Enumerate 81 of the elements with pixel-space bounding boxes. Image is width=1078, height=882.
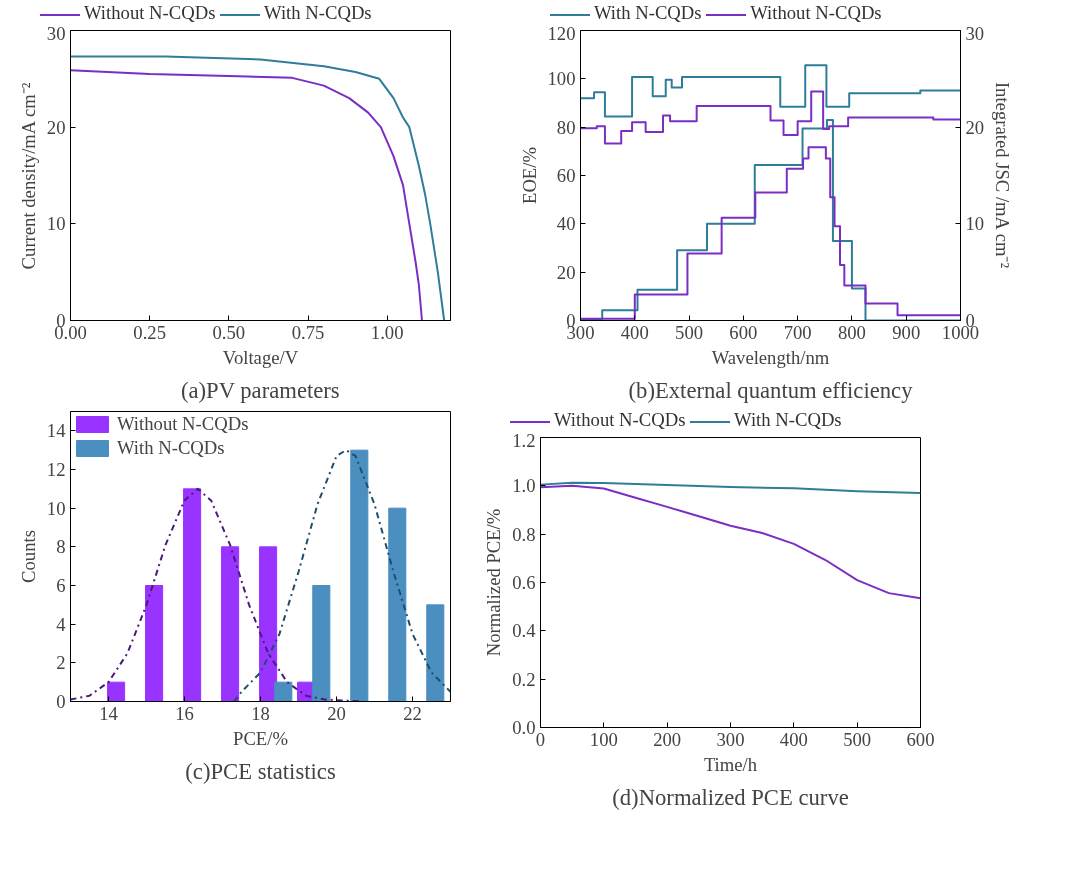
legend-label: Without N-CQDs (554, 409, 686, 430)
x-tick-label: 900 (892, 321, 921, 343)
y-axis-title: Normalized PCE/% (483, 508, 505, 657)
x-tick-label: 400 (779, 728, 808, 750)
x-tick-label: 800 (837, 321, 866, 343)
legend-label: Without N-CQDs (750, 2, 882, 23)
y-axis-title: Counts (17, 530, 39, 583)
x-tick-label: 300 (716, 728, 745, 750)
x-tick-label: 100 (589, 728, 618, 750)
bar (259, 546, 278, 702)
legend-label: Without N-CQDs (84, 2, 216, 23)
legend-label: With N-CQDs (264, 2, 372, 23)
y-tick-label: 100 (547, 68, 576, 90)
y-tick-label: 1.2 (512, 429, 536, 451)
y-tick-label: 30 (46, 22, 66, 44)
text: (c)PCE statistics (185, 758, 336, 784)
x-tick-label: 20 (327, 702, 346, 724)
x-tick-label: 22 (403, 702, 422, 724)
bar (221, 546, 240, 702)
line-series (540, 484, 921, 600)
y-tick-label: 6 (56, 575, 66, 596)
bar (426, 604, 445, 702)
bar (183, 488, 202, 702)
bar (388, 507, 407, 702)
line-series (540, 481, 921, 495)
x-tick-label: 0.50 (212, 321, 246, 343)
y-tick-label: 80 (556, 116, 576, 138)
x-tick-label: 16 (175, 702, 194, 724)
legend-label: With N-CQDs (117, 437, 225, 459)
y-tick-label: 1.0 (512, 475, 536, 497)
y2-tick-label: 20 (965, 116, 985, 138)
line-series (232, 449, 451, 702)
y-tick-label: 20 (46, 116, 66, 138)
y-tick-label: 14 (46, 420, 67, 442)
text: (d)Normalized PCE curve (612, 784, 849, 810)
x-tick-label: 700 (783, 321, 812, 343)
y-tick-label: 0.0 (512, 717, 536, 738)
y-tick-label: 40 (556, 213, 576, 235)
bar (312, 585, 331, 702)
y-tick-label: 8 (56, 536, 66, 558)
y-tick-label: 2 (56, 652, 66, 674)
bar (107, 681, 126, 702)
y2-tick-label: 10 (965, 213, 985, 235)
x-tick-label: 200 (653, 728, 682, 750)
y-tick-label: 10 (46, 497, 66, 519)
text: (b)External quantum efficiency (628, 377, 914, 403)
legend-label: Without N-CQDs (117, 413, 249, 435)
x-axis-title: Wavelength/nm (711, 346, 830, 368)
y-tick-label: 60 (556, 165, 576, 186)
y2-tick-label: 30 (965, 22, 985, 44)
y-tick-label: 0.4 (512, 620, 537, 642)
y-tick-label: 10 (46, 213, 66, 235)
x-tick-label: 18 (251, 702, 270, 724)
y-tick-label: 0.8 (512, 523, 536, 545)
x-tick-label: 0.75 (291, 321, 325, 343)
y-tick-label: 12 (46, 459, 66, 480)
x-tick-label: 400 (620, 321, 649, 343)
y-axis-title: Current density/mA cm⁻² (17, 82, 39, 270)
legend-label: With N-CQDs (734, 409, 842, 430)
bar (274, 681, 293, 702)
y-axis-title: EOE/% (518, 146, 540, 204)
text: (a)PV parameters (180, 377, 340, 403)
bar (350, 449, 369, 702)
x-tick-label: 500 (843, 728, 872, 750)
x-tick-label: 1.00 (370, 321, 404, 343)
x-axis-title: Voltage/V (222, 346, 299, 368)
y-tick-label: 120 (547, 22, 576, 44)
x-tick-label: 500 (675, 321, 704, 343)
x-tick-label: 600 (729, 321, 758, 343)
y-tick-label: 0.6 (512, 572, 536, 593)
x-tick-label: 14 (99, 702, 119, 724)
y-tick-label: 0.2 (512, 668, 536, 690)
bar (145, 585, 164, 702)
y-tick-label: 20 (556, 261, 576, 283)
x-axis-title: Time/h (703, 753, 758, 775)
y2-axis-title: Integrated JSC /mA cm⁻² (992, 81, 1014, 269)
y-tick-label: 4 (56, 613, 67, 635)
legend-label: With N-CQDs (594, 2, 702, 23)
x-tick-label: 600 (906, 728, 935, 750)
x-tick-label: 0.25 (133, 321, 166, 343)
x-axis-title: PCE/% (233, 727, 288, 749)
